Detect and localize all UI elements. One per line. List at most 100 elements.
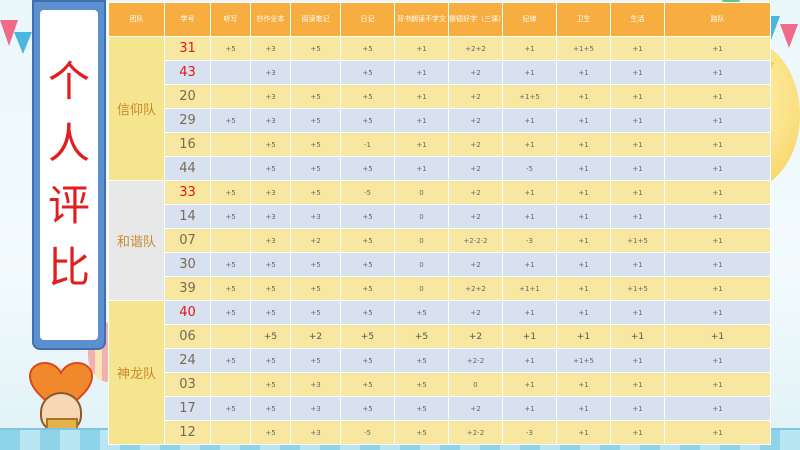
score-cell: +1: [664, 180, 771, 205]
student-id-cell: 24: [164, 348, 211, 373]
student-id-cell: 07: [164, 228, 211, 253]
score-cell: +1+5: [610, 228, 665, 253]
score-cell: +1: [610, 324, 665, 349]
score-cell: +1: [664, 60, 771, 85]
column-header: 卫生: [556, 2, 611, 37]
student-id-cell: 16: [164, 132, 211, 157]
score-cell: +2: [448, 132, 503, 157]
student-id-cell: 29: [164, 108, 211, 133]
score-cell: +5: [394, 396, 449, 421]
student-id-cell: 17: [164, 396, 211, 421]
score-cell: +1: [556, 252, 611, 277]
score-cell: +1: [394, 60, 449, 85]
score-cell: [210, 132, 251, 157]
score-cell: +2-2-2: [448, 228, 503, 253]
score-cell: +1: [610, 84, 665, 109]
score-cell: +5: [210, 252, 251, 277]
score-cell: +5: [250, 372, 291, 397]
score-cell: +1: [502, 300, 557, 325]
column-header: 阅读笔记: [290, 2, 341, 37]
column-header: 学号: [164, 2, 211, 37]
score-cell: +1: [502, 396, 557, 421]
score-cell: +5: [210, 396, 251, 421]
score-cell: +1: [502, 204, 557, 229]
table-row: 信仰队 31 +5 +3 +5 +5 +1 +2+2 +1 +1+5 +1 +1: [108, 36, 771, 181]
student-id-cell: 31: [164, 36, 211, 61]
score-cell: +5: [340, 324, 395, 349]
score-cell: [210, 84, 251, 109]
score-cell: +1: [394, 108, 449, 133]
score-cell: +2: [448, 252, 503, 277]
score-cell: +3: [290, 420, 341, 445]
score-cell: +5: [250, 420, 291, 445]
score-cell: +1: [502, 36, 557, 61]
column-header: 抄作业本: [250, 2, 291, 37]
score-cell: +3: [250, 84, 291, 109]
score-cell: +1: [664, 348, 771, 373]
score-cell: +3: [250, 60, 291, 85]
score-cell: +2: [448, 60, 503, 85]
score-cell: [210, 324, 251, 349]
score-cell: +1: [502, 132, 557, 157]
score-cell: +2+2: [448, 276, 503, 301]
score-cell: +1: [502, 252, 557, 277]
score-cell: +1: [610, 348, 665, 373]
score-cell: 0: [394, 276, 449, 301]
column-header: 挪德好字（三课）: [448, 2, 505, 37]
score-cell: +2: [290, 228, 341, 253]
table-row: 16 +5 +5 -1 +1 +2 +1 +1 +1 +1: [109, 132, 771, 157]
student-id-cell: 30: [164, 252, 211, 277]
score-cell: +1: [556, 180, 611, 205]
table-row: 12 +5 +3 -5 +5 +2-2 -3 +1 +1 +1: [109, 420, 771, 445]
table-row: 06 +5 +2 +5 +5 +2 +1 +1 +1 +1: [109, 324, 771, 349]
score-cell: +5: [340, 348, 395, 373]
score-cell: +5: [340, 204, 395, 229]
student-id-cell: 40: [164, 300, 211, 325]
score-cell: +1: [394, 84, 449, 109]
score-cell: +5: [290, 84, 341, 109]
score-cell: +5: [290, 252, 341, 277]
score-cell: +5: [340, 228, 395, 253]
score-cell: +1: [502, 372, 557, 397]
column-header: 纪律: [502, 2, 557, 37]
score-cell: +1: [610, 420, 665, 445]
score-cell: +5: [340, 276, 395, 301]
score-cell: +2: [448, 204, 503, 229]
table-row: 39 +5 +5 +5 +5 0 +2+2 +1+1 +1 +1+5 +1: [109, 276, 771, 301]
score-cell: +1: [502, 348, 557, 373]
student-id-cell: 12: [164, 420, 211, 445]
score-cell: +2: [448, 180, 503, 205]
score-cell: +3: [250, 180, 291, 205]
score-cell: +1: [664, 396, 771, 421]
score-cell: [290, 60, 341, 85]
score-cell: -5: [502, 156, 557, 181]
score-cell: 0: [394, 228, 449, 253]
score-cell: +1: [610, 300, 665, 325]
score-cell: +2-2: [448, 420, 503, 445]
table-row: 07 +3 +2 +5 0 +2-2-2 -3 +1 +1+5 +1: [109, 228, 771, 253]
score-cell: +1: [610, 108, 665, 133]
table-body: 信仰队 31 +5 +3 +5 +5 +1 +2+2 +1 +1+5 +1 +1 43 +3 +5 +1 +2 +…: [108, 36, 771, 445]
student-id-cell: 06: [164, 324, 211, 349]
table-row: 30 +5 +5 +5 +5 0 +2 +1 +1 +1 +1: [109, 252, 771, 277]
bunting-flag-icon: [780, 24, 798, 48]
score-cell: +1: [556, 324, 611, 349]
score-cell: +1: [664, 36, 771, 61]
student-id-cell: 20: [164, 84, 211, 109]
score-cell: +3: [250, 204, 291, 229]
score-cell: +1+1: [502, 276, 557, 301]
score-cell: +5: [210, 180, 251, 205]
column-header: 团队: [108, 2, 165, 37]
score-cell: +1: [394, 36, 449, 61]
score-cell: +1: [610, 372, 665, 397]
score-cell: +1: [556, 108, 611, 133]
score-cell: +1: [502, 324, 557, 349]
score-cell: -5: [340, 180, 395, 205]
score-cell: +5: [210, 276, 251, 301]
score-cell: +1+5: [556, 36, 611, 61]
score-cell: 0: [394, 252, 449, 277]
score-cell: +2-2: [448, 348, 503, 373]
score-cell: +2: [448, 84, 503, 109]
score-cell: +1: [556, 396, 611, 421]
score-cell: +5: [210, 108, 251, 133]
